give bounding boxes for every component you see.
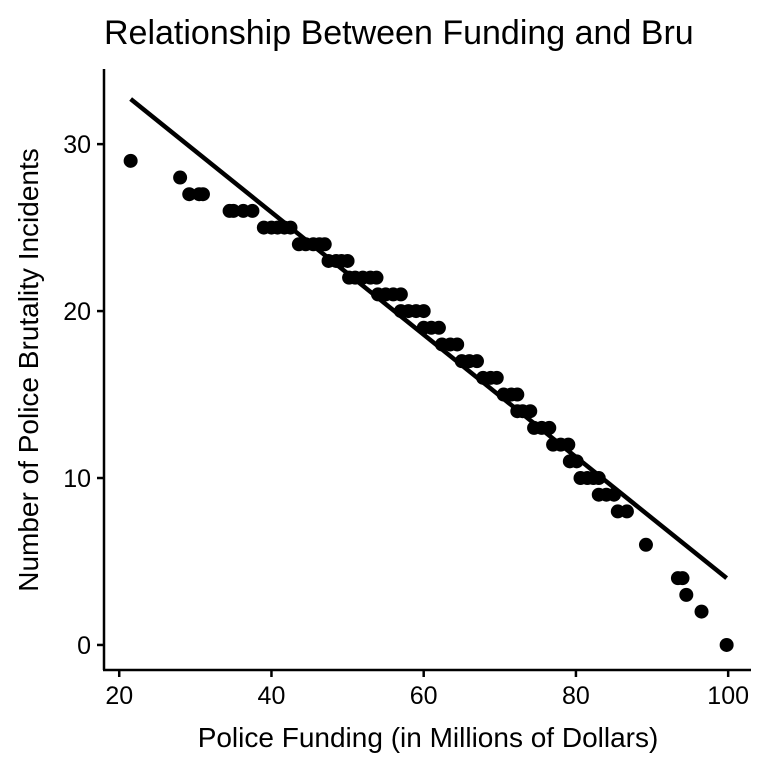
data-point <box>393 287 408 302</box>
data-point <box>226 203 241 218</box>
x-axis-title: Police Funding (in Millions of Dollars) <box>198 722 659 753</box>
data-point <box>638 537 653 552</box>
data-points <box>123 153 734 652</box>
y-tick-label: 0 <box>77 632 91 660</box>
data-point <box>450 337 465 352</box>
data-point <box>173 170 188 185</box>
data-point <box>245 203 260 218</box>
data-point <box>416 304 431 319</box>
x-tick-label: 60 <box>410 682 438 710</box>
y-axis-title: Number of Police Brutality Incidents <box>13 148 44 592</box>
y-tick-label: 10 <box>63 465 91 493</box>
trend-line <box>129 97 729 580</box>
data-point <box>489 370 504 385</box>
data-point <box>431 320 446 335</box>
x-tick-label: 80 <box>562 682 590 710</box>
data-point <box>340 253 355 268</box>
x-axis-ticks: 20 40 60 80 100 <box>105 670 749 710</box>
y-axis-ticks: 0 10 20 30 <box>63 131 104 660</box>
data-point <box>123 153 138 168</box>
data-point <box>195 187 210 202</box>
data-point <box>619 504 634 519</box>
data-point <box>182 187 197 202</box>
data-point <box>675 571 690 586</box>
chart-title: Relationship Between Funding and Bru <box>104 14 694 52</box>
data-point <box>679 587 694 602</box>
x-tick-label: 20 <box>105 682 133 710</box>
x-tick-label: 40 <box>258 682 286 710</box>
y-tick-label: 20 <box>63 298 91 326</box>
data-point <box>719 637 734 652</box>
data-point <box>694 604 709 619</box>
data-point <box>317 237 332 252</box>
data-point <box>469 354 484 369</box>
data-point <box>369 270 384 285</box>
y-tick-label: 30 <box>63 131 91 159</box>
x-tick-label: 100 <box>707 682 749 710</box>
data-point <box>510 387 525 402</box>
